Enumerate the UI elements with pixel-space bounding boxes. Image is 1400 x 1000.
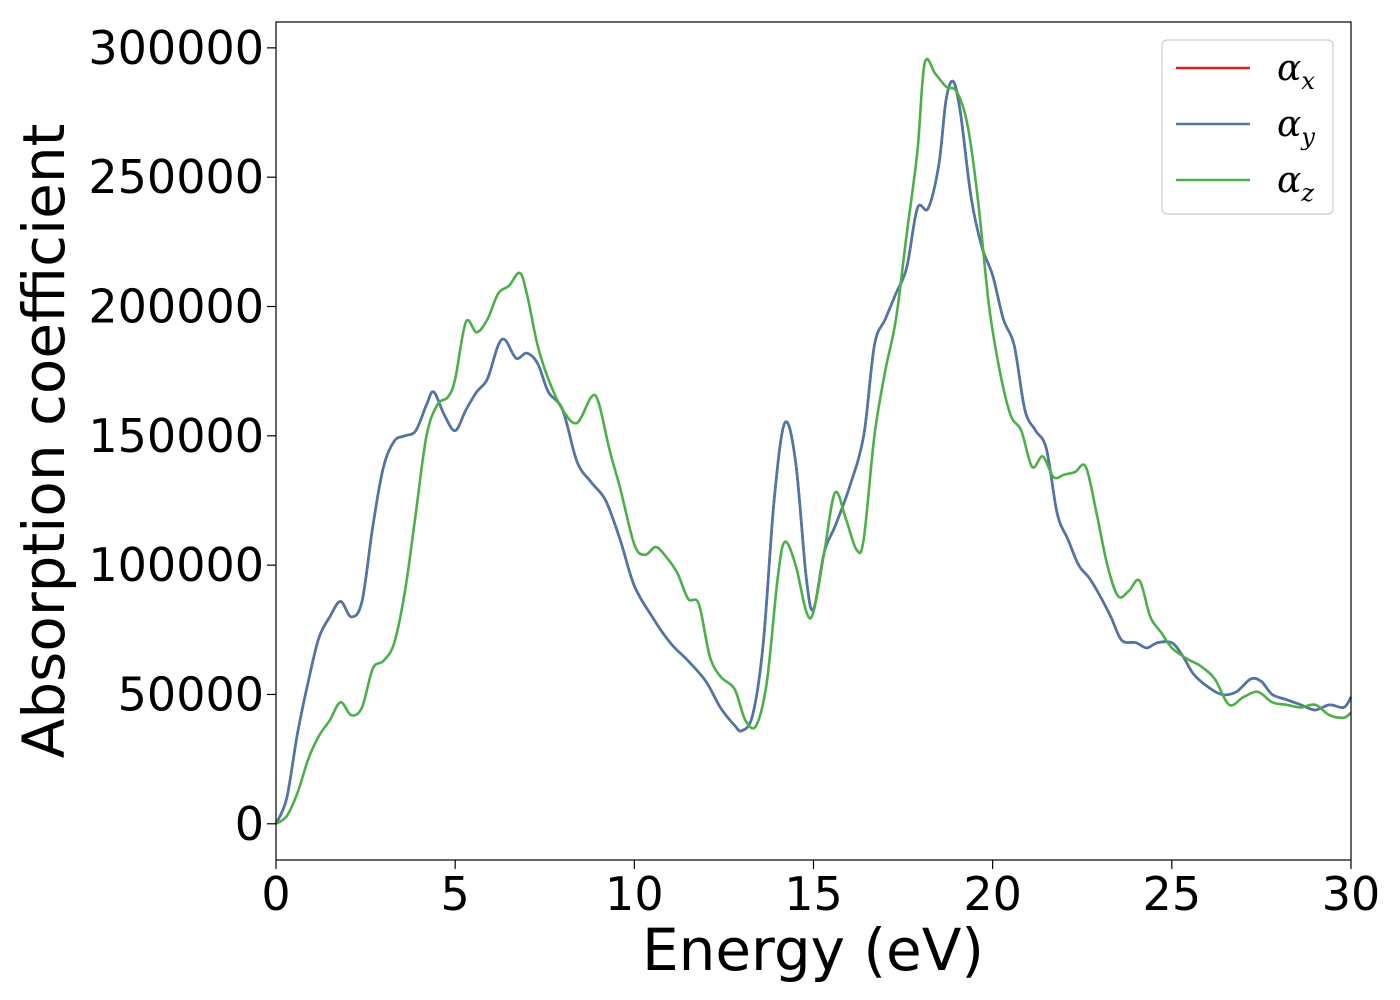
x-tick-label: 0 xyxy=(261,867,290,921)
y-tick-label: 300000 xyxy=(88,21,264,75)
x-axis: 0 5 10 15 20 25 30 xyxy=(261,860,1380,921)
legend-label-y: αy xyxy=(1277,104,1315,151)
series-line-z xyxy=(275,57,1352,825)
x-tick-label: 10 xyxy=(605,867,664,921)
y-tick-label: 50000 xyxy=(118,667,264,721)
legend: αx αy αz xyxy=(1161,39,1334,215)
x-tick-label: 30 xyxy=(1322,867,1381,921)
series-layer xyxy=(274,57,1353,825)
x-tick-label: 25 xyxy=(1143,867,1202,921)
legend-box xyxy=(1161,39,1334,215)
legend-label-z: αz xyxy=(1277,160,1314,207)
y-tick-label: 250000 xyxy=(88,150,264,204)
y-tick-label: 200000 xyxy=(88,280,264,334)
y-axis: 0 50000 100000 150000 200000 250000 300000 xyxy=(88,21,276,851)
y-axis-title: Absorption coefficient xyxy=(10,124,78,759)
x-axis-title: Energy (eV) xyxy=(642,916,984,984)
x-tick-label: 15 xyxy=(784,867,843,921)
y-tick-label: 150000 xyxy=(88,409,264,463)
legend-label-x: αx xyxy=(1277,48,1315,95)
y-tick-label: 0 xyxy=(235,797,264,851)
x-tick-label: 20 xyxy=(963,867,1022,921)
x-tick-label: 5 xyxy=(441,867,470,921)
y-tick-label: 100000 xyxy=(88,538,264,592)
